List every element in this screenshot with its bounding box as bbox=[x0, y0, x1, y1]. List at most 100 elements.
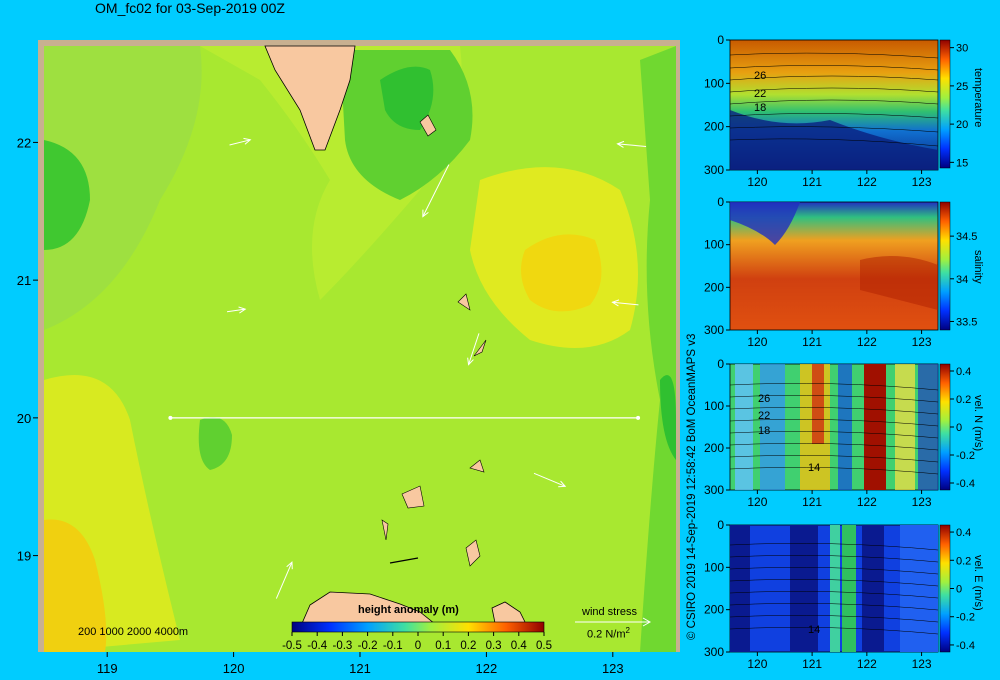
colorbar-tick-label: 15 bbox=[956, 157, 968, 169]
section-y-tick-label: 300 bbox=[704, 645, 724, 659]
vel-n-band bbox=[760, 364, 785, 490]
temperature-contour-label: 22 bbox=[754, 88, 767, 100]
height-anomaly-colorbar-label: height anomaly (m) bbox=[358, 604, 459, 616]
colorbar-tick-label: -0.2 bbox=[956, 450, 975, 462]
island bbox=[401, 485, 425, 509]
vel-e-band bbox=[790, 525, 818, 652]
vel-e-band bbox=[830, 525, 840, 652]
map-x-tick-label: 120 bbox=[223, 661, 245, 676]
colorbar-tick-label: 0 bbox=[956, 584, 962, 596]
map-y-tick-label: 20 bbox=[17, 411, 31, 426]
wind-stress-scale-arrow bbox=[575, 617, 652, 627]
section-y-tick-label: 100 bbox=[704, 399, 724, 413]
vel-n-jet bbox=[864, 364, 886, 490]
temperature-panel[interactable] bbox=[729, 39, 939, 171]
section-x-tick-label: 121 bbox=[802, 175, 822, 189]
map-x-tick-label: 122 bbox=[476, 661, 498, 676]
section-y-tick-label: 0 bbox=[717, 33, 724, 47]
vel-e-panel[interactable] bbox=[729, 524, 939, 653]
section-x-tick-label: 123 bbox=[912, 495, 932, 509]
section-x-tick-label: 120 bbox=[747, 175, 767, 189]
height-anomaly-tick-label: 0.1 bbox=[435, 640, 451, 652]
section-line-end bbox=[636, 415, 641, 420]
section-y-tick-label: 0 bbox=[717, 357, 724, 371]
wind-stress-scale: 0.2 N/m2 bbox=[587, 626, 630, 641]
section-x-tick-label: 120 bbox=[747, 657, 767, 671]
section-x-tick-label: 123 bbox=[912, 175, 932, 189]
anomaly-high-core bbox=[521, 234, 602, 312]
wind-vector bbox=[616, 140, 647, 148]
anomaly-low-small bbox=[198, 417, 232, 470]
section-x-tick-label: 123 bbox=[912, 657, 932, 671]
anomaly-low-core bbox=[380, 66, 434, 130]
island bbox=[419, 114, 437, 137]
height-anomaly-tick-label: 0.4 bbox=[511, 640, 528, 652]
colorbar-tick-label: -0.4 bbox=[956, 478, 975, 490]
anomaly-low-east bbox=[640, 46, 676, 652]
colorbar-tick-label: 34 bbox=[956, 274, 968, 286]
vel-e-colorbar-label: vel. E (m/s) bbox=[972, 555, 984, 611]
island bbox=[465, 539, 481, 567]
wind-stress-scale-exponent: 2 bbox=[625, 626, 630, 635]
vel-e-band bbox=[900, 525, 938, 652]
section-x-tick-label: 122 bbox=[857, 495, 877, 509]
vel-n-panel[interactable] bbox=[729, 363, 939, 491]
vel-e-contour-label: 14 bbox=[808, 624, 821, 636]
section-y-tick-label: 200 bbox=[704, 603, 724, 617]
map-y-tick-label: 22 bbox=[17, 135, 31, 150]
anomaly-zone-west bbox=[44, 46, 202, 330]
salinity-max-core bbox=[860, 256, 938, 310]
vel-n-band bbox=[838, 364, 852, 490]
temperature-cold-layer bbox=[730, 110, 938, 170]
height-anomaly-tick-label: -0.4 bbox=[307, 640, 327, 652]
island bbox=[457, 293, 471, 311]
vel-n-colorbar bbox=[939, 363, 951, 491]
colorbar-tick-label: 34.5 bbox=[956, 231, 977, 243]
section-y-tick-label: 300 bbox=[704, 483, 724, 497]
vel-e-contours bbox=[729, 543, 939, 635]
section-y-tick-label: 200 bbox=[704, 280, 724, 294]
wind-vectors bbox=[226, 137, 647, 599]
height-anomaly-colorbar: -0.5 -0.4 -0.3 -0.2 -0.1 0 0.1 0.2 0.3 0.4 0.5 bbox=[282, 621, 552, 652]
section-x-tick-label: 121 bbox=[802, 495, 822, 509]
map-y-ticks: 19 20 21 22 bbox=[17, 135, 38, 564]
height-anomaly-tick-label: -0.5 bbox=[282, 640, 302, 652]
vel-n-band bbox=[812, 364, 824, 444]
temperature-contour-label: 18 bbox=[754, 102, 767, 114]
vel-n-contour-label: 26 bbox=[758, 393, 771, 405]
vel-n-band bbox=[735, 364, 753, 490]
colorbar-tick-label: 33.5 bbox=[956, 316, 977, 328]
colorbar-tick-label: 0.4 bbox=[956, 366, 971, 378]
height-anomaly-tick-label: -0.2 bbox=[358, 640, 378, 652]
section-x-tick-label: 122 bbox=[857, 335, 877, 349]
section-y-tick-label: 100 bbox=[704, 238, 724, 252]
vel-n-band bbox=[918, 364, 938, 490]
height-anomaly-ticks: -0.5 -0.4 -0.3 -0.2 -0.1 0 0.1 0.2 0.3 0.4 0.5 bbox=[282, 632, 552, 652]
vel-n-contours bbox=[729, 383, 939, 475]
vel-n-contour-label: 18 bbox=[758, 425, 771, 437]
vel-e-colorbar bbox=[939, 524, 951, 653]
island bbox=[381, 519, 389, 541]
wind-vector bbox=[467, 333, 480, 366]
salinity-panel[interactable] bbox=[729, 201, 939, 331]
section-line-start bbox=[168, 415, 173, 420]
temperature-contours bbox=[729, 52, 939, 147]
colorbar-tick-label: -0.4 bbox=[956, 640, 975, 652]
section-y-tick-label: 0 bbox=[717, 195, 724, 209]
section-y-tick-label: 200 bbox=[704, 120, 724, 134]
section-y-tick-label: 100 bbox=[704, 560, 724, 574]
anomaly-low-east-edge bbox=[660, 375, 676, 460]
height-anomaly-tick-label: 0.3 bbox=[486, 640, 502, 652]
section-y-tick-label: 300 bbox=[704, 323, 724, 337]
vel-n-colorbar-label: vel. N (m/s) bbox=[972, 395, 984, 452]
height-anomaly-tick-label: 0 bbox=[415, 640, 421, 652]
credit-text: © CSIRO 2019 14-Sep-2019 12:58:42 BoM Oc… bbox=[686, 333, 698, 640]
wind-stress-title: wind stress bbox=[582, 606, 638, 618]
map-panel[interactable] bbox=[38, 40, 680, 652]
salinity-fresh-layer bbox=[730, 202, 800, 245]
section-y-tick-label: 0 bbox=[717, 518, 724, 532]
wind-vector bbox=[611, 299, 639, 307]
map-x-ticks: 119 120 121 122 123 bbox=[97, 652, 624, 676]
section-y-tick-label: 200 bbox=[704, 441, 724, 455]
section-x-tick-label: 122 bbox=[857, 657, 877, 671]
